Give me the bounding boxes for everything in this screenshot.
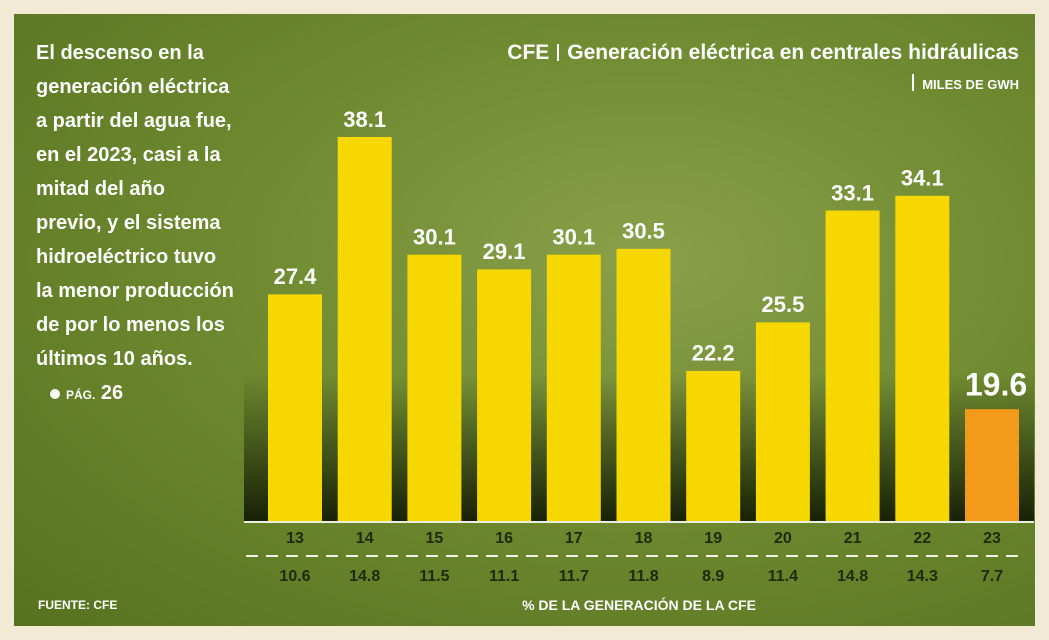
separator bbox=[912, 74, 915, 91]
share-label: % DE LA GENERACIÓN DE LA CFE bbox=[522, 597, 756, 613]
share-value: 10.6 bbox=[279, 568, 310, 585]
share-value: 11.8 bbox=[628, 568, 658, 585]
x-tick-label: 15 bbox=[426, 530, 444, 547]
x-tick-label: 23 bbox=[983, 530, 1001, 547]
value-label: 30.1 bbox=[413, 224, 456, 249]
x-tick-label: 19 bbox=[704, 530, 722, 547]
chart-title: CFE bbox=[507, 41, 550, 64]
share-value: 11.5 bbox=[419, 568, 449, 585]
value-label: 30.5 bbox=[622, 219, 665, 244]
x-tick-label: 14 bbox=[356, 530, 374, 547]
bar bbox=[337, 136, 392, 521]
value-label: 19.6 bbox=[965, 367, 1027, 403]
bar bbox=[268, 294, 322, 521]
page-number: 26 bbox=[100, 382, 124, 404]
bar bbox=[546, 254, 601, 521]
bar bbox=[477, 269, 532, 521]
chart-subtitle: Generación eléctrica en centrales hidráu… bbox=[567, 41, 1019, 64]
value-label: 29.1 bbox=[483, 239, 526, 264]
lede: El descenso en la generación eléctrica a… bbox=[36, 36, 236, 412]
x-tick-label: 21 bbox=[844, 530, 862, 547]
heading: CFE Generación eléctrica en centrales hid… bbox=[499, 38, 1019, 100]
chart: 27.4 13 10.6 38.1 14 14.8 30.1 15 11.5 29.1 16 11.1… bbox=[244, 107, 1034, 585]
value-label: 22.2 bbox=[692, 341, 735, 366]
share-value: 14.8 bbox=[349, 568, 380, 585]
value-label: 25.5 bbox=[761, 292, 804, 317]
share-value: 11.4 bbox=[768, 568, 798, 585]
share-value: 11.7 bbox=[559, 568, 589, 585]
separator bbox=[557, 44, 560, 61]
x-tick-label: 22 bbox=[913, 530, 931, 547]
share-value: 7.7 bbox=[981, 568, 1003, 585]
unit: MILES DE GWH bbox=[922, 77, 1019, 92]
bullet bbox=[50, 388, 60, 399]
share-value: 8.9 bbox=[702, 568, 724, 585]
page-label: PÁG. bbox=[66, 388, 96, 402]
x-tick-label: 18 bbox=[635, 530, 653, 547]
bar bbox=[407, 254, 462, 521]
share-value: 14.3 bbox=[907, 568, 938, 585]
x-tick-label: 16 bbox=[495, 530, 513, 547]
share-value: 14.8 bbox=[837, 568, 868, 585]
x-tick-label: 20 bbox=[774, 530, 792, 547]
value-label: 33.1 bbox=[831, 180, 874, 205]
value-label: 34.1 bbox=[901, 166, 944, 191]
source: FUENTE: CFE bbox=[38, 598, 118, 612]
lede-text: El descenso en la generación eléctrica a… bbox=[36, 42, 234, 370]
value-label: 38.1 bbox=[343, 107, 386, 132]
bar bbox=[825, 210, 880, 521]
bar bbox=[616, 248, 671, 522]
value-label: 30.1 bbox=[552, 224, 595, 249]
panel: 27.4 13 10.6 38.1 14 14.8 30.1 15 11.5 29.1 16 11.1… bbox=[14, 14, 1035, 626]
bar bbox=[895, 195, 950, 522]
share-value: 11.1 bbox=[489, 568, 519, 585]
bar bbox=[686, 370, 741, 521]
baseline bbox=[244, 521, 1034, 523]
bar bbox=[755, 322, 810, 521]
bar bbox=[965, 409, 1019, 521]
x-tick-label: 17 bbox=[565, 530, 583, 547]
page-ref: PÁG. 26 bbox=[50, 376, 123, 412]
x-tick-label: 13 bbox=[286, 530, 304, 547]
value-label: 27.4 bbox=[274, 264, 318, 289]
